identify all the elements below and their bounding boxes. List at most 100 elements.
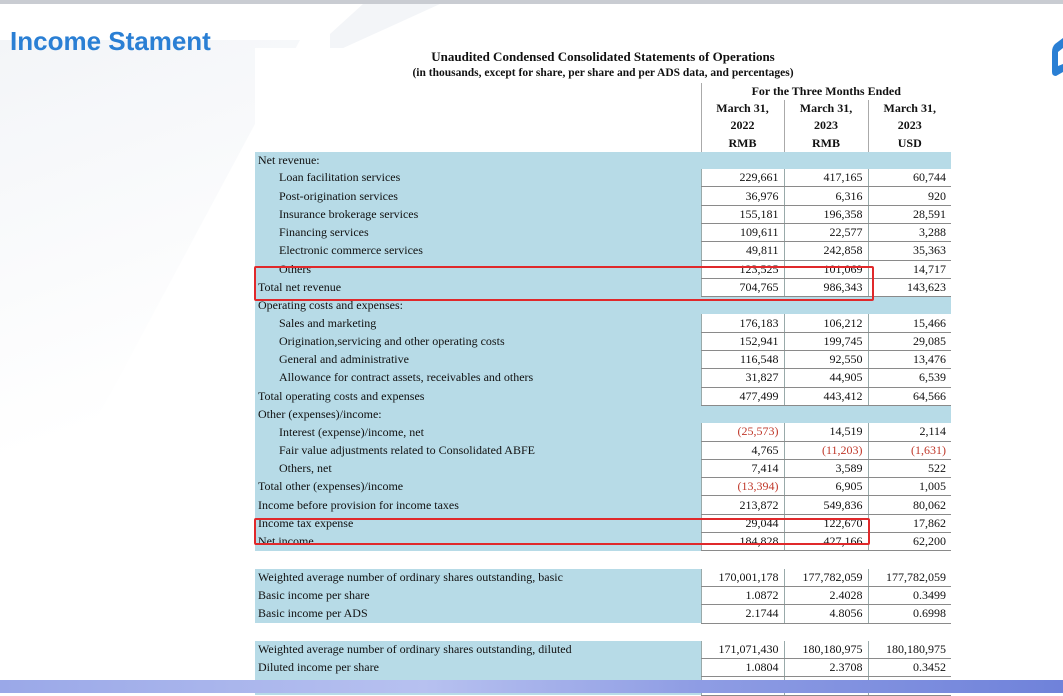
table-row: Sales and marketing 176,183 106,212 15,466 [255, 314, 952, 333]
row-label: Post-origination services [255, 186, 701, 206]
row-label: Others, net [255, 459, 701, 478]
row-value [784, 151, 868, 170]
row-value: 22,577 [783, 223, 868, 243]
row-value: 62,200 [867, 532, 952, 552]
row-value: 44,905 [783, 368, 868, 388]
income-statement-document: Unaudited Condensed Consolidated Stateme… [255, 48, 952, 696]
table-row: Fair value adjustments related to Consol… [255, 441, 952, 460]
row-value: 2,114 [867, 423, 952, 442]
table-row: Insurance brokerage services 155,181 196,3… [255, 205, 952, 224]
row-value: 443,412 [783, 387, 868, 406]
row-value: 417,165 [783, 169, 868, 188]
row-label: Diluted income per share [255, 658, 701, 677]
row-label: Allowance for contract assets, receivabl… [255, 368, 701, 388]
column-date: March 31, [783, 99, 868, 118]
row-value [701, 550, 784, 569]
row-value: 101,069 [783, 260, 868, 279]
row-value: 7,414 [700, 459, 784, 479]
row-label: Insurance brokerage services [255, 205, 701, 224]
row-value: 123,525 [700, 260, 784, 279]
row-value [868, 550, 952, 569]
table-row: Net revenue: [255, 151, 952, 170]
row-label: Income before provision for income taxes [255, 495, 701, 515]
row-value [784, 405, 868, 424]
row-value: 13,476 [867, 350, 952, 370]
table-row: Total operating costs and expenses 477,49… [255, 387, 952, 406]
table-row: Weighted average number of ordinary shar… [255, 640, 952, 660]
row-value: 28,591 [867, 205, 952, 224]
row-value [784, 550, 868, 569]
row-value: 170,001,178 [700, 568, 784, 587]
table-row: Others, net 7,414 3,589 522 [255, 459, 952, 479]
page-title: Income Stament [10, 26, 211, 56]
row-value: 49,811 [700, 241, 784, 261]
table-row: Weighted average number of ordinary shar… [255, 568, 952, 587]
row-value: 427,166 [783, 532, 868, 552]
column-date: March 31, [867, 99, 952, 118]
table-row: Others 123,525 101,069 14,717 [255, 260, 952, 279]
row-value [784, 623, 868, 641]
table-row: Diluted income per share 1.0804 2.3708 0.34… [255, 658, 952, 678]
table-row [255, 550, 952, 569]
table-row: Financing services 109,611 22,577 3,288 [255, 223, 952, 243]
row-value: 109,611 [700, 223, 784, 243]
column-year: 2023 [783, 117, 868, 135]
row-label: Total net revenue [255, 278, 701, 297]
row-value: 17,862 [867, 514, 952, 534]
row-value [868, 151, 952, 170]
table-row: Origination,servicing and other operatin… [255, 332, 952, 352]
row-value: 920 [867, 186, 952, 206]
row-value: (13,394) [700, 477, 784, 497]
column-year: 2022 [700, 117, 784, 135]
table-row: Other (expenses)/income: [255, 405, 952, 424]
row-value: 3,288 [867, 223, 952, 243]
table-row: Net income 184,828 427,166 62,200 [255, 532, 952, 552]
row-value: 6,316 [783, 186, 868, 206]
row-value [868, 296, 952, 315]
row-value: 14,519 [783, 423, 868, 442]
row-value: (25,573) [700, 423, 784, 442]
table-row: Basic income per ADS 2.1744 4.8056 0.6998 [255, 604, 952, 624]
row-value: 143,623 [867, 278, 952, 298]
row-value: 4,765 [700, 441, 784, 460]
table-row: Income before provision for income taxes… [255, 495, 952, 515]
row-value [701, 623, 784, 641]
row-value: 64,566 [867, 387, 952, 406]
row-value: 242,858 [783, 241, 868, 261]
row-label: Basic income per share [255, 586, 701, 605]
row-label: Electronic commerce services [255, 241, 701, 261]
row-value: 36,976 [700, 186, 784, 206]
row-value: 0.6998 [867, 604, 952, 624]
logo-icon [1052, 38, 1063, 76]
row-label: Operating costs and expenses: [255, 296, 701, 315]
background-shape-top [330, 4, 440, 54]
row-label [255, 623, 701, 641]
highlight-net-income [254, 518, 870, 545]
row-value: 180,180,975 [867, 640, 952, 660]
row-value: 116,548 [700, 350, 784, 370]
statement-title: Unaudited Condensed Consolidated Stateme… [255, 48, 952, 66]
row-label [255, 550, 701, 569]
table-row: Post-origination services 36,976 6,316 920 [255, 186, 952, 206]
row-value: 477,499 [700, 387, 784, 406]
row-value [868, 623, 952, 641]
row-label: Interest (expense)/income, net [255, 423, 701, 442]
column-currency: RMB [783, 134, 868, 152]
row-value: 35,363 [867, 241, 952, 261]
row-value: 213,872 [700, 495, 784, 515]
row-value [701, 405, 784, 424]
row-value: 155,181 [700, 205, 784, 224]
row-label: Basic income per ADS [255, 604, 701, 623]
table-row: Total other (expenses)/income (13,394) 6,9… [255, 477, 952, 497]
row-value: 0.3452 [867, 658, 952, 678]
row-label: Origination,servicing and other operatin… [255, 332, 701, 351]
row-value: 199,745 [783, 332, 868, 352]
row-label: Net revenue: [255, 151, 701, 170]
row-value: 522 [867, 459, 952, 479]
row-value: 176,183 [700, 314, 784, 333]
statement-table: Unaudited Condensed Consolidated Stateme… [255, 48, 952, 696]
row-value: 4.8056 [783, 604, 868, 624]
row-value: 171,071,430 [700, 640, 784, 660]
column-currency: RMB [700, 134, 784, 152]
row-label: Loan facilitation services [255, 169, 701, 187]
